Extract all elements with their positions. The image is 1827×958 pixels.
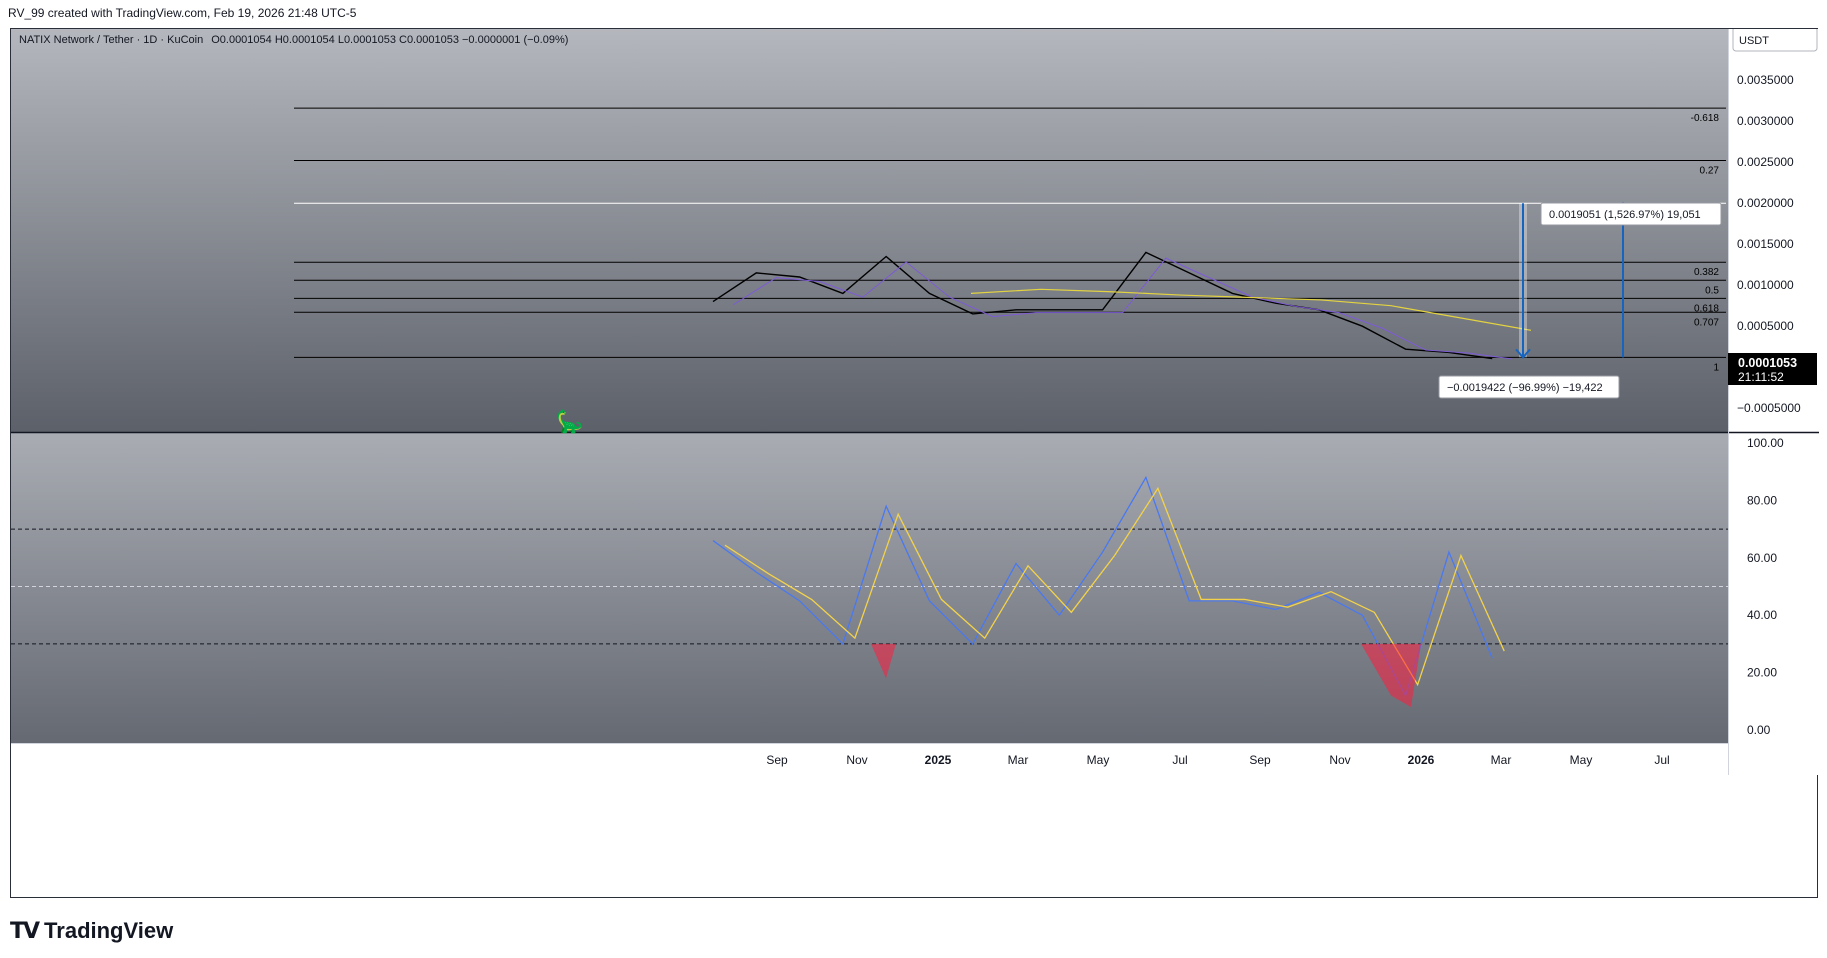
time-tick-label: Sep [766,753,788,767]
svg-text:21:11:52: 21:11:52 [1738,370,1784,384]
price-series [712,251,1532,360]
chart-container[interactable]: NATIX Network / Tether · 1D · KuCoin O0.0… [10,28,1819,899]
measure-up-label: 0.0019051 (1,526.97%) 19,051 [1549,209,1701,221]
time-tick-label: Nov [846,753,867,767]
brand-name: TradingView [44,918,174,943]
chart-canvas[interactable]: NATIX Network / Tether · 1D · KuCoin O0.0… [11,29,1819,899]
rsi-tick-label: 80.00 [1747,493,1777,507]
last-price-marker: 0.0001053 21:11:52 [1728,353,1817,385]
tradingview-logo-icon: 𝗧𝗩 [10,918,40,943]
price-tick-label: 0.0030000 [1737,114,1794,128]
measure-down-label-box [1438,375,1620,399]
price-tick-label: 0.0015000 [1737,237,1794,251]
rsi-tick-label: 20.00 [1747,666,1777,680]
arrow-down-icon [1515,348,1531,359]
rsi-tick-label: 60.00 [1747,551,1777,565]
chart-credit: RV_99 created with TradingView.com, Feb … [8,6,357,20]
rsi-signal-line [724,486,1505,687]
time-axis[interactable]: Sep Nov 2025 Mar May Jul Sep Nov 2026 Mar May Jul [766,753,1669,767]
price-tick-label: 0.0035000 [1737,73,1794,87]
time-tick-label: May [1570,753,1593,767]
fib-level-label: 1 [1713,362,1719,373]
oversold-fill [1361,643,1421,708]
time-tick-label: Jul [1172,753,1187,767]
price-tick-label: 0.0010000 [1737,278,1794,292]
time-tick-label: Nov [1329,753,1350,767]
oversold-fill [871,643,896,679]
rsi-series [11,475,1728,708]
measure-tool[interactable]: 0.0019051 (1,526.97%) 19,051 −0.0019422 (… [1438,201,1722,399]
rsi-tick-label: 0.00 [1747,723,1771,737]
price-tick-label: 0.0025000 [1737,155,1794,169]
time-tick-label: Jul [1654,753,1669,767]
price-tick-label: 0.0005000 [1737,319,1794,333]
price-tick-label: 0.0020000 [1737,196,1794,210]
time-tick-label: 2026 [1408,753,1435,767]
rsi-axis[interactable]: 100.00 80.00 60.00 40.00 20.00 0.00 [1747,436,1784,737]
price-pane[interactable] [11,29,1728,432]
time-tick-label: May [1087,753,1110,767]
currency-button[interactable]: USDT [1732,29,1818,52]
svg-text:USDT: USDT [1739,35,1769,47]
fib-level-label: 0.707 [1694,317,1719,328]
ma-slow-line [970,288,1532,331]
fib-level-label: 0.618 [1694,303,1719,314]
price-line [712,251,1493,360]
time-axis-bg[interactable] [11,743,1728,775]
price-axis-bg[interactable] [1728,29,1819,775]
time-tick-label: Mar [1008,753,1029,767]
svg-text:0.0001053: 0.0001053 [1738,356,1797,370]
dino-icon: 🦕 [556,409,583,434]
measure-up-label-box [1540,202,1722,226]
fib-level-label: 0.27 [1700,166,1720,177]
tradingview-logo[interactable]: 𝗧𝗩 TradingView [10,918,173,944]
measure-down-label: −0.0019422 (−96.99%) −19,422 [1447,382,1603,394]
fib-level-label: 0.382 [1694,267,1719,278]
time-tick-label: Sep [1249,753,1271,767]
price-tick-label: −0.0005000 [1737,401,1801,415]
rsi-tick-label: 40.00 [1747,608,1777,622]
time-tick-label: Mar [1491,753,1512,767]
rsi-line [712,475,1493,698]
fib-level-label: -0.618 [1691,113,1720,124]
ma-mid-line [732,257,1513,360]
time-tick-label: 2025 [925,753,952,767]
symbol-title[interactable]: NATIX Network / Tether · 1D · KuCoin O0.0… [19,34,568,46]
rsi-pane[interactable] [11,433,1728,743]
rsi-tick-label: 100.00 [1747,436,1784,450]
price-axis[interactable]: 0.0035000 0.0030000 0.0025000 0.0020000 0.00… [1737,73,1801,415]
fib-level-label: 0.5 [1705,285,1719,296]
